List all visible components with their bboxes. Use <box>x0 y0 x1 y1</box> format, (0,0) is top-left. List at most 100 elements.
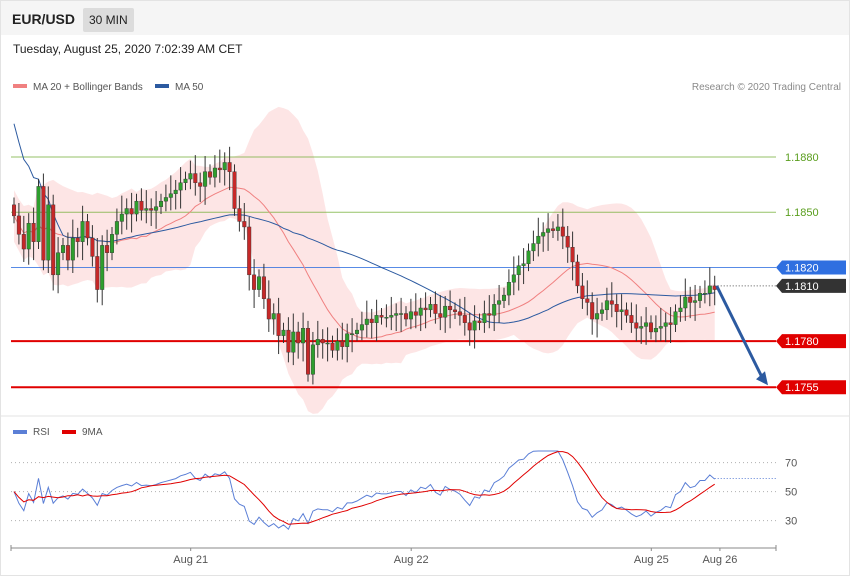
candle-body-45 <box>232 171 237 209</box>
candle-body-91 <box>457 311 462 316</box>
candle-69 <box>350 318 355 353</box>
research-credit: Research © 2020 Trading Central <box>692 82 841 93</box>
legend-label-ma20: MA 20 + Bollinger Bands <box>33 82 143 93</box>
candle-138 <box>688 286 693 319</box>
candle-17 <box>95 238 100 303</box>
forecast-arrow-head <box>756 371 768 386</box>
candle-body-141 <box>702 293 707 295</box>
candle-body-128 <box>639 326 644 329</box>
price-overlays: 1.1810 <box>715 278 846 386</box>
candle-body-137 <box>683 296 688 309</box>
candle-111 <box>555 214 560 241</box>
candle-5 <box>36 179 41 250</box>
candle-body-1 <box>16 215 21 235</box>
candle-124 <box>619 294 624 331</box>
candle-63 <box>320 329 325 359</box>
timeframe-button[interactable]: 30 MIN <box>83 8 134 32</box>
candle-body-46 <box>237 208 242 222</box>
current-price-label: 1.1810 <box>785 281 819 293</box>
candle-body-4 <box>31 223 36 242</box>
candle-body-135 <box>673 311 678 325</box>
time-axis: Aug 21 Aug 22 Aug 25 Aug 26 <box>10 545 777 566</box>
candle-44 <box>227 146 232 191</box>
candle-74 <box>374 299 379 342</box>
candle-body-56 <box>286 329 291 353</box>
candle-72 <box>364 300 369 338</box>
rsi-9ma-line <box>13 451 715 525</box>
candle-125 <box>624 302 629 323</box>
candle-101 <box>506 269 511 306</box>
candle-body-48 <box>247 226 252 276</box>
candle-body-18 <box>100 245 105 290</box>
time-label-2: Aug 25 <box>634 554 669 566</box>
candle-body-84 <box>423 307 428 311</box>
candle-76 <box>384 304 389 328</box>
legend-swatch-9ma <box>62 430 76 434</box>
candle-body-136 <box>678 307 683 312</box>
candle-body-8 <box>51 204 56 276</box>
candle-body-102 <box>511 274 516 283</box>
candle-134 <box>668 307 673 343</box>
candle-body-106 <box>531 243 536 252</box>
candle-body-81 <box>408 311 413 320</box>
level-label-4: 1.1755 <box>785 382 819 394</box>
candle-112 <box>560 208 565 250</box>
candle-body-71 <box>359 324 364 331</box>
candle-body-44 <box>227 162 232 172</box>
ma50-line <box>13 123 715 324</box>
candle-body-0 <box>11 204 16 217</box>
candle-body-114 <box>570 247 575 263</box>
legend-swatch-ma50 <box>155 84 169 88</box>
candle-3 <box>26 213 31 265</box>
candle-body-103 <box>516 265 521 276</box>
candle-body-134 <box>668 322 673 325</box>
candle-body-116 <box>580 285 585 299</box>
level-label-3: 1.1780 <box>785 336 819 348</box>
candle-136 <box>678 295 683 322</box>
candle-129 <box>644 307 649 345</box>
candle-body-3 <box>26 223 31 250</box>
candle-104 <box>521 248 526 285</box>
candle-49 <box>252 259 257 308</box>
candle-body-29 <box>154 206 159 211</box>
candle-body-122 <box>609 300 614 305</box>
candle-body-96 <box>482 313 487 323</box>
candle-body-51 <box>261 276 266 299</box>
level-label-2: 1.1820 <box>785 262 819 274</box>
candle-body-138 <box>688 296 693 303</box>
candle-47 <box>242 203 247 240</box>
candle-137 <box>683 278 688 321</box>
candle-body-22 <box>119 213 124 222</box>
candle-body-59 <box>301 328 306 344</box>
candle-body-62 <box>315 339 320 346</box>
candle-115 <box>575 254 580 294</box>
candle-117 <box>585 280 590 316</box>
candle-body-100 <box>502 294 507 301</box>
candle-75 <box>379 308 384 325</box>
candle-body-126 <box>629 315 634 323</box>
candle-body-133 <box>663 322 668 327</box>
timestamp-label: Tuesday, August 25, 2020 7:02:39 AM CET <box>13 42 243 56</box>
candle-body-88 <box>443 305 448 318</box>
candle-body-16 <box>90 237 95 257</box>
candle-122 <box>609 282 614 318</box>
candle-body-42 <box>217 167 222 171</box>
level-tag-4 <box>776 380 846 395</box>
candle-59 <box>301 312 306 362</box>
candle-body-6 <box>41 186 46 261</box>
candle-120 <box>600 302 605 321</box>
candle-body-61 <box>310 344 315 375</box>
candle-27 <box>144 190 149 224</box>
candle-8 <box>51 194 56 291</box>
candle-23 <box>124 198 129 230</box>
candle-body-64 <box>325 342 330 345</box>
candle-body-112 <box>560 226 565 237</box>
candle-body-70 <box>355 329 360 334</box>
legend-label-ma50: MA 50 <box>175 82 204 93</box>
candle-body-113 <box>565 235 570 248</box>
candle-99 <box>497 284 502 323</box>
candle-45 <box>232 164 237 216</box>
candle-body-32 <box>168 193 173 198</box>
candle-36 <box>188 160 193 190</box>
candle-133 <box>663 312 668 343</box>
